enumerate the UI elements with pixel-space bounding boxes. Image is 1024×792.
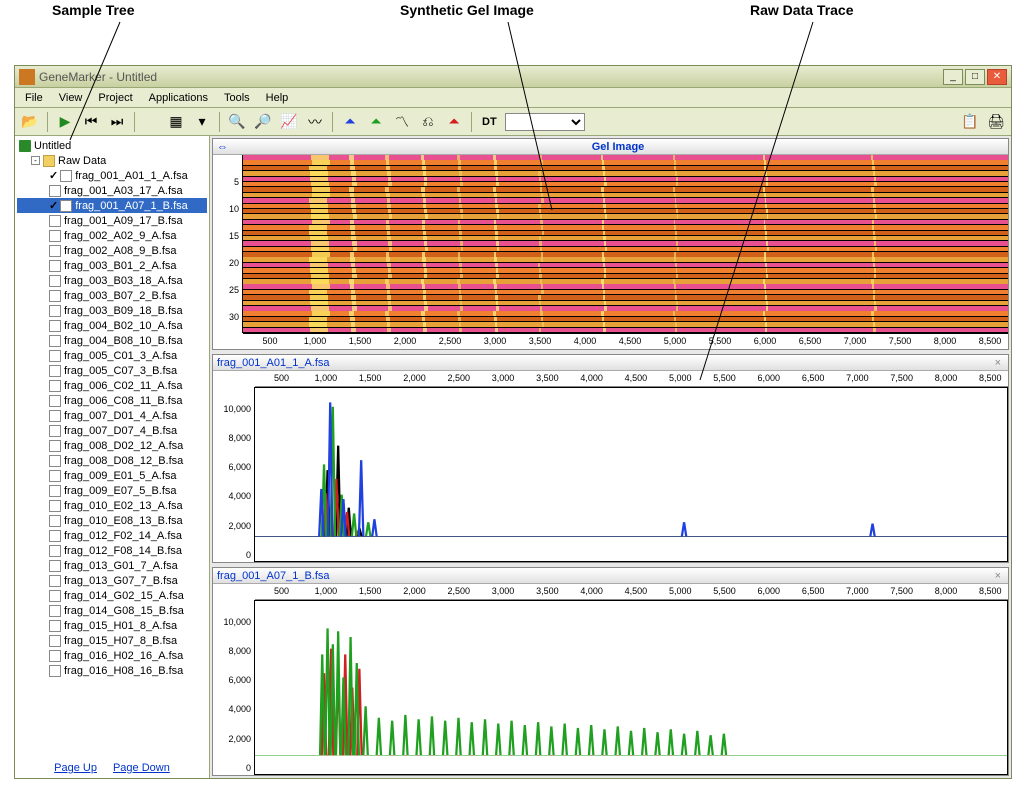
- trace-panel-1: frag_001_A01_1_A.fsa × 5001,0001,5002,00…: [212, 354, 1009, 563]
- tree-item[interactable]: frag_001_A09_17_B.fsa: [17, 213, 207, 228]
- tree-item[interactable]: frag_002_A02_9_A.fsa: [17, 228, 207, 243]
- trace1-title: frag_001_A01_1_A.fsa: [217, 357, 330, 369]
- report-icon[interactable]: 📋: [959, 111, 981, 133]
- tree-item[interactable]: frag_003_B07_2_B.fsa: [17, 288, 207, 303]
- peaks-icon[interactable]: 〽: [391, 111, 413, 133]
- curve-icon[interactable]: 〰: [304, 111, 326, 133]
- gel-panel: ⇔ Gel Image 51015202530 5001,0001,5002,0…: [212, 138, 1009, 350]
- menubar: File View Project Applications Tools Hel…: [15, 88, 1011, 108]
- tree-item[interactable]: frag_007_D07_4_B.fsa: [17, 423, 207, 438]
- trace2-plot[interactable]: [255, 600, 1008, 775]
- minimize-button[interactable]: _: [943, 69, 963, 85]
- trace2-y-axis: 02,0004,0006,0008,00010,000: [213, 600, 255, 775]
- tree-item[interactable]: frag_015_H01_8_A.fsa: [17, 618, 207, 633]
- peak1-icon[interactable]: ⏶: [339, 111, 361, 133]
- tree-item[interactable]: frag_005_C07_3_B.fsa: [17, 363, 207, 378]
- peak3-icon[interactable]: ⏶: [443, 111, 465, 133]
- maximize-button[interactable]: □: [965, 69, 985, 85]
- dt-label: DT: [478, 116, 501, 128]
- tree-item[interactable]: frag_014_G08_15_B.fsa: [17, 603, 207, 618]
- close-button[interactable]: ✕: [987, 69, 1007, 85]
- annotation-sample-tree: Sample Tree: [52, 2, 135, 18]
- dropdown-icon[interactable]: ▾: [191, 111, 213, 133]
- dt-select[interactable]: [505, 113, 585, 131]
- sample-tree[interactable]: Untitled-Raw Data✓frag_001_A01_1_A.fsafr…: [15, 136, 209, 758]
- zoom-in-icon[interactable]: 🔍: [226, 111, 248, 133]
- tree-item[interactable]: frag_012_F08_14_B.fsa: [17, 543, 207, 558]
- tree-item[interactable]: frag_004_B02_10_A.fsa: [17, 318, 207, 333]
- tree-item[interactable]: frag_008_D02_12_A.fsa: [17, 438, 207, 453]
- trace2-close-icon[interactable]: ×: [992, 570, 1004, 582]
- trace1-close-icon[interactable]: ×: [992, 357, 1004, 369]
- page-up-link[interactable]: Page Up: [54, 762, 97, 774]
- tree-folder[interactable]: -Raw Data: [17, 153, 207, 168]
- tree-item[interactable]: frag_004_B08_10_B.fsa: [17, 333, 207, 348]
- tree-item[interactable]: frag_015_H07_8_B.fsa: [17, 633, 207, 648]
- trace1-y-axis: 02,0004,0006,0008,00010,000: [213, 387, 255, 562]
- menu-view[interactable]: View: [51, 90, 91, 106]
- tree-item[interactable]: frag_013_G07_7_B.fsa: [17, 573, 207, 588]
- tree-item[interactable]: frag_008_D08_12_B.fsa: [17, 453, 207, 468]
- trace2-x-axis: 5001,0001,5002,0002,5003,0003,5004,0004,…: [255, 584, 1008, 600]
- zoom-out-icon[interactable]: 🔎: [252, 111, 274, 133]
- tree-item[interactable]: frag_012_F02_14_A.fsa: [17, 528, 207, 543]
- tree-item[interactable]: frag_010_E02_13_A.fsa: [17, 498, 207, 513]
- gel-image[interactable]: [243, 155, 1008, 333]
- tree-item[interactable]: frag_016_H02_16_A.fsa: [17, 648, 207, 663]
- trace-panel-2: frag_001_A07_1_B.fsa × 5001,0001,5002,00…: [212, 567, 1009, 776]
- peak2-icon[interactable]: ⏶: [365, 111, 387, 133]
- tree-item[interactable]: frag_003_B01_2_A.fsa: [17, 258, 207, 273]
- tree-item[interactable]: frag_014_G02_15_A.fsa: [17, 588, 207, 603]
- tree-item[interactable]: frag_013_G01_7_A.fsa: [17, 558, 207, 573]
- tree-item[interactable]: frag_010_E08_13_B.fsa: [17, 513, 207, 528]
- sidebar: Untitled-Raw Data✓frag_001_A01_1_A.fsafr…: [15, 136, 210, 778]
- annotation-gel: Synthetic Gel Image: [400, 2, 534, 18]
- titlebar[interactable]: GeneMarker - Untitled _ □ ✕: [15, 66, 1011, 88]
- tree-item[interactable]: frag_002_A08_9_B.fsa: [17, 243, 207, 258]
- menu-tools[interactable]: Tools: [216, 90, 258, 106]
- prev-icon[interactable]: ⏮: [80, 111, 102, 133]
- page-down-link[interactable]: Page Down: [113, 762, 170, 774]
- tree-item[interactable]: frag_003_B09_18_B.fsa: [17, 303, 207, 318]
- tree-item[interactable]: frag_006_C02_11_A.fsa: [17, 378, 207, 393]
- tree-item[interactable]: frag_005_C01_3_A.fsa: [17, 348, 207, 363]
- grid-icon[interactable]: ▦: [165, 111, 187, 133]
- menu-file[interactable]: File: [17, 90, 51, 106]
- tree-item[interactable]: frag_006_C08_11_B.fsa: [17, 393, 207, 408]
- gel-title: Gel Image: [232, 141, 1004, 153]
- gel-y-axis: 51015202530: [213, 155, 243, 333]
- tree-item[interactable]: frag_003_B03_18_A.fsa: [17, 273, 207, 288]
- tree-item[interactable]: frag_009_E07_5_B.fsa: [17, 483, 207, 498]
- menu-help[interactable]: Help: [258, 90, 297, 106]
- play-icon[interactable]: ▶: [54, 111, 76, 133]
- content-area: ⇔ Gel Image 51015202530 5001,0001,5002,0…: [210, 136, 1011, 778]
- tree-item[interactable]: frag_016_H08_16_B.fsa: [17, 663, 207, 678]
- toolbar: 📂 ▶ ⏮ ⏭ ▦ ▾ 🔍 🔎 📈 〰 ⏶ ⏶ 〽 ⎌ ⏶ DT 📋 🖨: [15, 108, 1011, 136]
- app-window: GeneMarker - Untitled _ □ ✕ File View Pr…: [14, 65, 1012, 779]
- tree-item[interactable]: frag_007_D01_4_A.fsa: [17, 408, 207, 423]
- tree-item[interactable]: ✓frag_001_A01_1_A.fsa: [17, 168, 207, 183]
- annotation-raw-trace: Raw Data Trace: [750, 2, 854, 18]
- print-icon[interactable]: 🖨: [985, 111, 1007, 133]
- app-icon: [19, 69, 35, 85]
- tree-item[interactable]: frag_001_A03_17_A.fsa: [17, 183, 207, 198]
- trace2-title: frag_001_A07_1_B.fsa: [217, 570, 330, 582]
- menu-applications[interactable]: Applications: [141, 90, 216, 106]
- gel-collapse-icon[interactable]: ⇔: [217, 141, 228, 153]
- window-title: GeneMarker - Untitled: [39, 70, 943, 84]
- tree-item[interactable]: frag_009_E01_5_A.fsa: [17, 468, 207, 483]
- tree-root[interactable]: Untitled: [17, 138, 207, 153]
- trace1-plot[interactable]: [255, 387, 1008, 562]
- tree-item[interactable]: ✓frag_001_A07_1_B.fsa: [17, 198, 207, 213]
- chart-icon[interactable]: 📈: [278, 111, 300, 133]
- menu-project[interactable]: Project: [90, 90, 140, 106]
- trace1-x-axis: 5001,0001,5002,0002,5003,0003,5004,0004,…: [255, 371, 1008, 387]
- gel-x-axis: 5001,0001,5002,0002,5003,0003,5004,0004,…: [243, 333, 1008, 349]
- open-icon[interactable]: 📂: [19, 111, 41, 133]
- next-icon[interactable]: ⏭: [106, 111, 128, 133]
- mix-icon[interactable]: ⎌: [417, 111, 439, 133]
